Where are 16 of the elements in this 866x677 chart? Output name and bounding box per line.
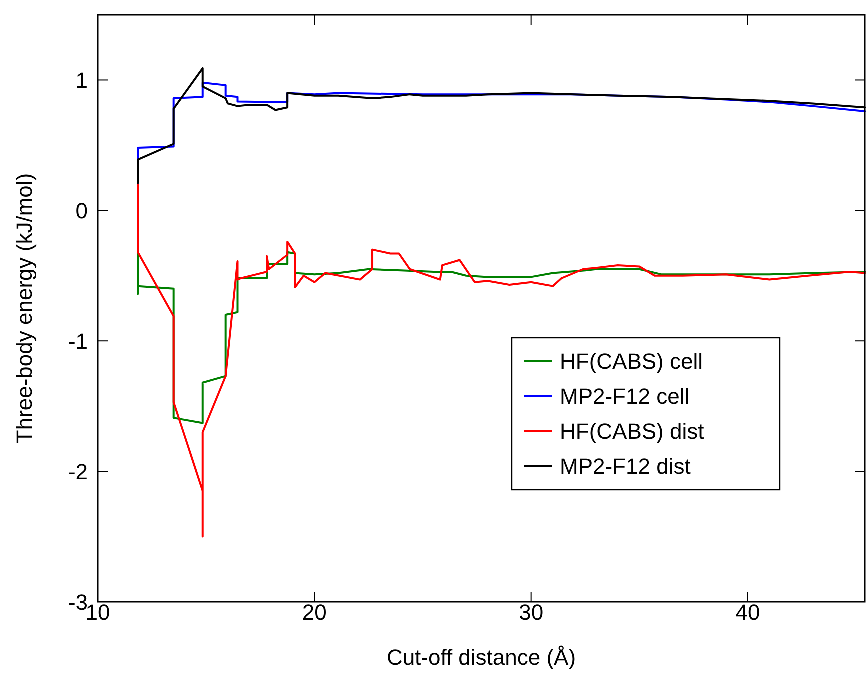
legend-label: HF(CABS) dist [560, 419, 704, 444]
legend-label: MP2-F12 dist [560, 454, 691, 479]
x-tick-label: 20 [302, 600, 327, 625]
y-axis-title: Three-body energy (kJ/mol) [12, 173, 37, 444]
x-tick-label: 40 [736, 600, 760, 625]
x-tick-label: 10 [86, 600, 110, 625]
x-axis-title: Cut-off distance (Å) [386, 645, 576, 670]
legend-label: HF(CABS) cell [560, 349, 704, 374]
x-tick-label: 30 [519, 600, 544, 625]
y-tick-label: -2 [68, 460, 88, 485]
y-tick-label: -3 [68, 590, 88, 615]
y-tick-label: 0 [76, 198, 88, 224]
line-series [137, 184, 866, 538]
y-tick-label: 1 [76, 68, 88, 94]
y-tick-label: -1 [68, 329, 88, 354]
legend-label: MP2-F12 cell [560, 384, 690, 409]
